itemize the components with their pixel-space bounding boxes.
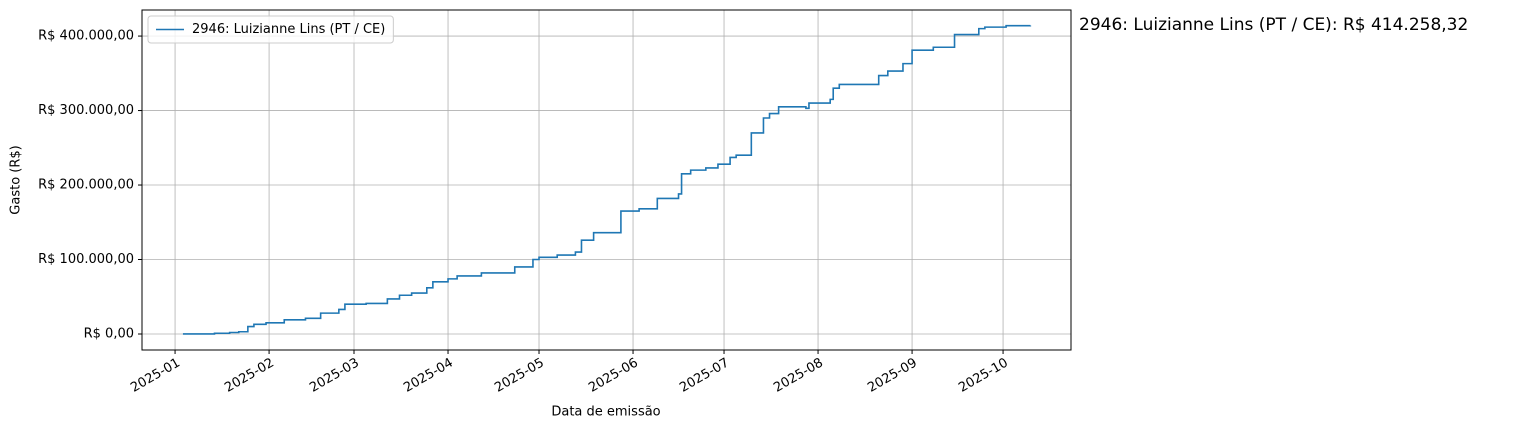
y-tick-label: R$ 400.000,00 <box>38 29 134 44</box>
legend-label: 2946: Luizianne Lins (PT / CE) <box>192 22 385 37</box>
y-tick-label: R$ 300.000,00 <box>38 103 134 118</box>
legend-box <box>147 15 394 44</box>
y-tick-label: R$ 200.000,00 <box>38 178 134 193</box>
x-axis-label: Data de emissão <box>551 405 660 420</box>
annotation: 2946: Luizianne Lins (PT / CE): R$ 414.2… <box>1079 15 1468 35</box>
y-tick-label: R$ 0,00 <box>84 326 134 341</box>
y-axis-label: Gasto (R$) <box>9 145 24 214</box>
y-tick-label: R$ 100.000,00 <box>38 252 134 267</box>
data-line <box>182 24 1032 335</box>
plot-frame <box>141 9 1072 351</box>
